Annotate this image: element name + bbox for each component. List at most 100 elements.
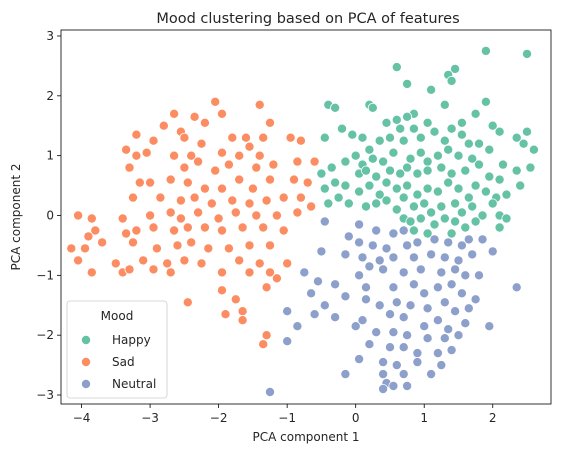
point-sad-78: [216, 225, 227, 236]
point-neutral-68: [460, 318, 471, 329]
point-neutral-1: [354, 219, 365, 230]
point-neutral-27: [364, 261, 375, 272]
point-happy-60: [316, 168, 327, 179]
point-sad-92: [264, 240, 275, 251]
point-happy-44: [484, 144, 495, 155]
point-neutral-34: [473, 270, 484, 281]
point-sad-119: [258, 339, 269, 350]
point-neutral-65: [419, 321, 430, 332]
point-sad-64: [193, 207, 204, 218]
point-neutral-64: [398, 312, 409, 323]
x-tick-label: −1: [278, 411, 296, 425]
point-happy-34: [374, 135, 385, 146]
y-tick-label: −1: [36, 268, 54, 282]
point-neutral-45: [456, 288, 467, 299]
point-happy-62: [340, 156, 351, 167]
point-neutral-11: [429, 234, 440, 245]
point-happy-83: [374, 189, 385, 200]
point-sad-109: [264, 267, 275, 278]
point-sad-32: [251, 162, 262, 173]
point-happy-108: [436, 201, 447, 212]
point-neutral-21: [408, 252, 419, 263]
point-neutral-10: [412, 237, 423, 248]
point-neutral-83: [446, 345, 457, 356]
point-sad-29: [193, 156, 204, 167]
point-neutral-0: [319, 216, 330, 227]
point-sad-107: [216, 267, 227, 278]
point-neutral-4: [398, 225, 409, 236]
point-happy-120: [460, 222, 471, 233]
legend-label-sad: Sad: [112, 355, 135, 369]
point-neutral-53: [391, 297, 402, 308]
point-neutral-36: [312, 276, 323, 287]
point-sad-99: [234, 255, 245, 266]
point-happy-65: [371, 171, 382, 182]
point-sad-93: [73, 255, 84, 266]
point-sad-21: [169, 150, 180, 161]
point-happy-16: [391, 114, 402, 125]
point-happy-125: [422, 228, 433, 239]
point-sad-56: [295, 192, 306, 203]
point-sad-104: [124, 264, 135, 275]
point-happy-1: [522, 48, 533, 59]
point-sad-12: [179, 132, 190, 143]
point-sad-95: [138, 255, 149, 266]
x-tick-label: −4: [73, 411, 91, 425]
point-sad-66: [230, 207, 241, 218]
point-sad-60: [117, 213, 128, 224]
point-sad-76: [182, 222, 193, 233]
point-sad-106: [165, 267, 176, 278]
point-happy-18: [395, 123, 406, 134]
point-neutral-51: [360, 294, 371, 305]
point-sad-36: [134, 177, 145, 188]
point-happy-111: [467, 201, 478, 212]
point-neutral-30: [415, 264, 426, 275]
point-neutral-5: [343, 231, 354, 242]
point-happy-27: [518, 138, 529, 149]
point-sad-43: [247, 183, 258, 194]
legend-label-happy: Happy: [112, 333, 151, 347]
point-happy-29: [319, 132, 330, 143]
point-happy-74: [473, 159, 484, 170]
point-sad-83: [80, 243, 91, 254]
point-neutral-12: [443, 237, 454, 248]
point-happy-126: [446, 228, 457, 239]
point-neutral-88: [412, 357, 423, 368]
point-happy-33: [364, 144, 375, 155]
point-sad-57: [306, 201, 317, 212]
point-happy-103: [391, 204, 402, 215]
point-neutral-13: [456, 240, 467, 251]
point-sad-1: [254, 99, 265, 110]
point-happy-55: [453, 150, 464, 161]
point-happy-35: [384, 132, 395, 143]
point-sad-113: [230, 294, 241, 305]
point-neutral-61: [330, 312, 341, 323]
point-neutral-58: [463, 303, 474, 314]
point-happy-0: [480, 45, 491, 56]
point-happy-47: [367, 153, 378, 164]
point-happy-78: [319, 183, 330, 194]
point-sad-48: [155, 192, 166, 203]
point-happy-14: [480, 96, 491, 107]
point-neutral-71: [371, 327, 382, 338]
point-neutral-80: [398, 342, 409, 353]
point-neutral-98: [264, 386, 275, 397]
point-happy-70: [422, 165, 433, 176]
point-neutral-54: [405, 300, 416, 311]
point-sad-69: [292, 207, 303, 218]
point-happy-75: [484, 171, 495, 182]
point-sad-3: [189, 111, 200, 122]
point-happy-88: [422, 183, 433, 194]
y-axis-label: PCA component 2: [9, 164, 23, 271]
point-sad-111: [261, 282, 272, 293]
point-neutral-97: [378, 383, 389, 394]
point-happy-85: [391, 183, 402, 194]
point-sad-77: [199, 222, 210, 233]
point-happy-106: [419, 198, 430, 209]
point-happy-37: [415, 132, 426, 143]
point-happy-104: [398, 192, 409, 203]
point-happy-90: [443, 177, 454, 188]
point-sad-91: [244, 240, 255, 251]
point-sad-118: [261, 330, 272, 341]
point-neutral-82: [432, 348, 443, 359]
